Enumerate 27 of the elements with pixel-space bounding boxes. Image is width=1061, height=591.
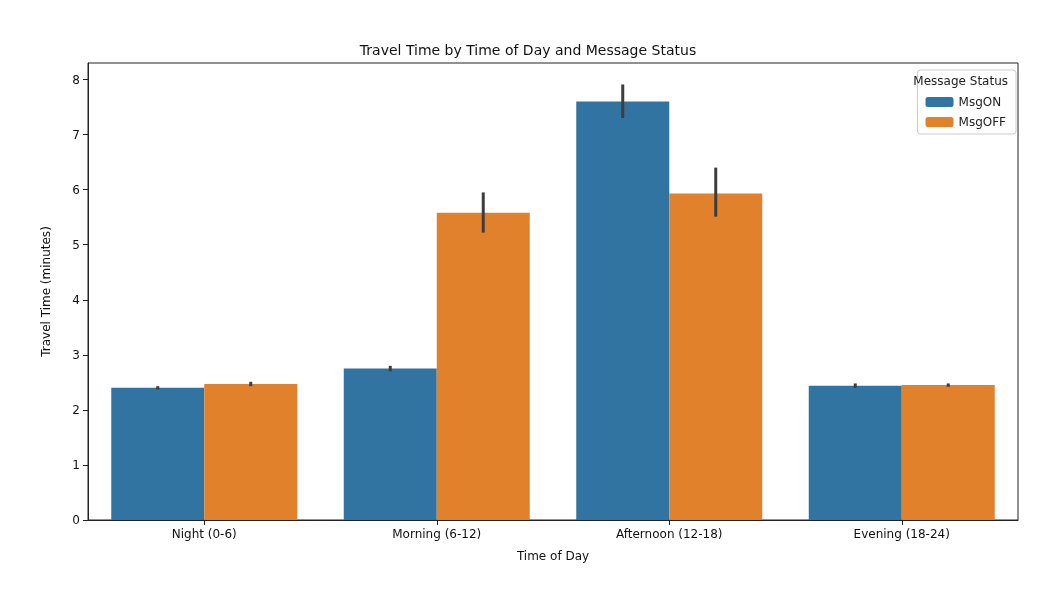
- bar: [901, 385, 995, 520]
- y-tick-label: 4: [72, 292, 80, 307]
- x-tick-label: Evening (18-24): [853, 527, 950, 541]
- bar: [669, 193, 763, 520]
- y-tick-label: 0: [72, 513, 80, 527]
- y-tick-label: 8: [72, 72, 80, 87]
- y-tick-label: 2: [72, 402, 80, 417]
- y-tick-label: 6: [72, 182, 80, 197]
- y-tick-label: 1: [72, 457, 80, 472]
- bar: [808, 385, 902, 520]
- y-tick-label: 3: [72, 347, 80, 362]
- bar: [111, 387, 205, 520]
- bar: [576, 101, 670, 520]
- legend-label: MsgON: [958, 95, 1002, 109]
- x-tick-label: Afternoon (12-18): [615, 527, 723, 541]
- bar: [204, 384, 298, 520]
- y-tick-label: 5: [72, 237, 80, 252]
- x-tick-label: Night (0-6): [171, 527, 237, 541]
- bar: [343, 368, 437, 520]
- y-tick-label: 7: [72, 127, 80, 142]
- legend-label: MsgOFF: [958, 115, 1007, 129]
- chart-title: Travel Time by Time of Day and Message Status: [358, 42, 697, 58]
- y-axis-title: Travel Time (minutes): [39, 226, 53, 358]
- x-axis-title: Time of Day: [515, 549, 590, 563]
- bar: [436, 212, 530, 520]
- x-tick-label: Morning (6-12): [392, 527, 482, 541]
- legend-title: Message Status: [913, 74, 1009, 88]
